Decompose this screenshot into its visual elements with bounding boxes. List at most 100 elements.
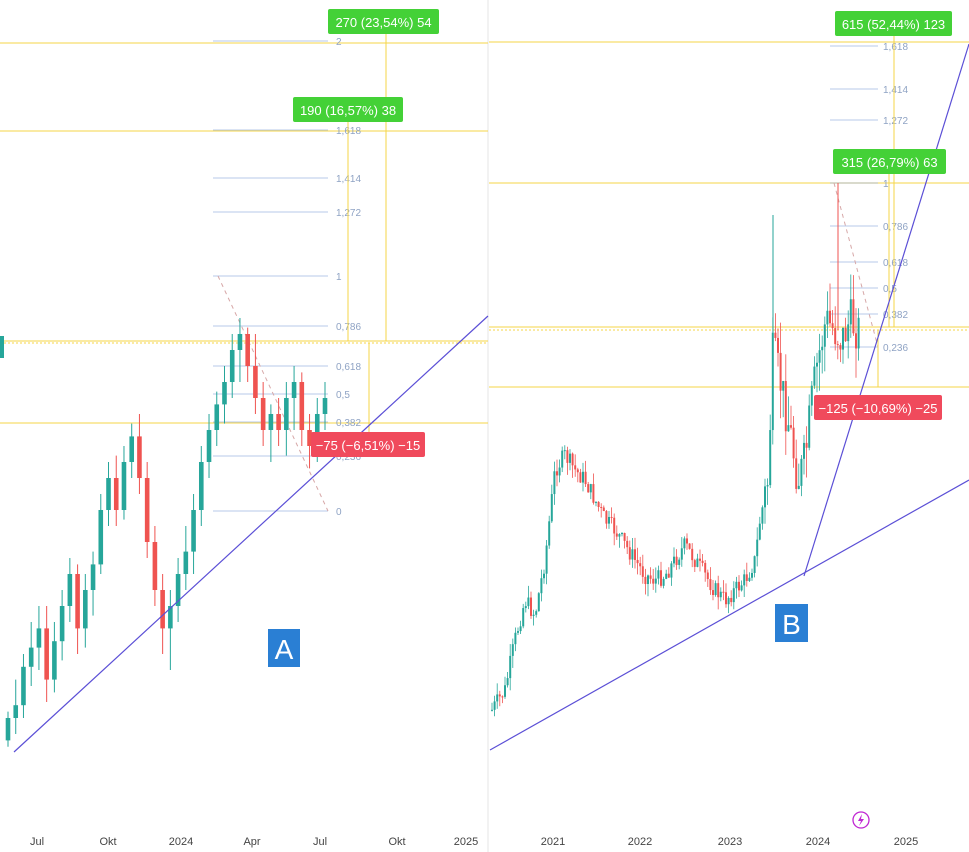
candle-body [579, 472, 582, 483]
candle-body [90, 564, 96, 590]
fib-level-label: 0,382 [883, 310, 908, 321]
x-tick-label: 2024 [806, 836, 830, 848]
lightning-icon[interactable] [852, 811, 870, 829]
candle-body [743, 574, 746, 586]
candle-body [644, 576, 647, 585]
candle-body [725, 592, 727, 605]
candle-body [706, 572, 709, 580]
candle-body [636, 559, 639, 564]
x-tick-label: Jul [30, 836, 44, 848]
candle-body [701, 560, 704, 563]
x-axis-a: Jul Okt 2024 Apr Jul Okt 2025 [30, 836, 478, 848]
candle-body [639, 563, 642, 567]
candle-body [511, 644, 514, 656]
candle-body [790, 425, 792, 428]
candle-body [144, 478, 150, 542]
candle-body [782, 381, 785, 391]
candle-body [753, 556, 756, 573]
candle-body [623, 532, 626, 541]
candle-body [137, 436, 142, 478]
candle-body [152, 542, 158, 590]
candle-body [314, 414, 320, 446]
chart-panel-b[interactable]: 1,6181,4141,27210,7860,6180,50,3820,236 … [489, 11, 969, 848]
x-tick-label: Okt [388, 836, 405, 848]
fib-level-label: 0,786 [883, 222, 908, 233]
candle-body [665, 573, 668, 579]
measure-label-text: −75 (−6,51%) −15 [316, 438, 420, 453]
candle-body [75, 574, 80, 629]
candle-body [106, 478, 111, 510]
candle-body [667, 573, 670, 578]
candle-body [683, 538, 686, 549]
candle-body [613, 517, 616, 534]
candle-body [615, 533, 618, 537]
measure-label-text: 270 (23,54%) 54 [335, 15, 431, 30]
candle-body [582, 471, 584, 483]
candle-body [548, 521, 551, 546]
candle-body [553, 471, 556, 495]
candle-body [260, 398, 266, 430]
measure-label-text: 615 (52,44%) 123 [842, 17, 945, 32]
x-axis-b: 2021 2022 2023 2024 2025 [541, 836, 918, 848]
fib-level-label: 1,618 [883, 42, 908, 53]
candle-body [524, 606, 527, 609]
candle-body [602, 507, 605, 512]
x-tick-label: 2025 [454, 836, 478, 848]
candle-body [831, 323, 834, 329]
candle-body [574, 465, 577, 470]
candle-body [59, 606, 65, 642]
fib-level-label: 1 [336, 272, 342, 283]
candle-body [808, 405, 811, 448]
trendline-a[interactable] [13, 315, 489, 753]
chart-panel-a[interactable]: 2 1,618 1,414 1,272 1 0,786 0,618 0,5 0,382 0,236… [0, 9, 489, 848]
candle-body [823, 324, 826, 347]
candle-body [610, 516, 613, 518]
candle-body [821, 346, 824, 351]
candle-body [818, 350, 821, 363]
candle-body [522, 608, 525, 627]
candle-body [5, 718, 11, 741]
trendline-b-lower[interactable] [489, 479, 969, 751]
candle-body [693, 560, 696, 567]
x-tick-label: Apr [243, 836, 260, 848]
candle-body [839, 345, 842, 350]
candle-body [680, 548, 683, 560]
candle-body [253, 366, 258, 398]
measure-lines-a [347, 34, 387, 432]
candle-body [214, 404, 220, 430]
x-tick-label: 2023 [718, 836, 742, 848]
candle-body [67, 574, 73, 606]
candle-body [844, 327, 847, 342]
candle-body [764, 486, 766, 508]
candle-body [605, 511, 608, 524]
fib-level-label: 0,236 [336, 452, 361, 463]
candle-body [810, 385, 813, 406]
candle-body [175, 574, 181, 606]
candle-body [569, 453, 571, 463]
candle-body [748, 577, 751, 581]
fib-level-label: 1 [883, 179, 889, 190]
candle-body [784, 381, 787, 432]
candle-body [675, 556, 678, 565]
trendline-b-steep[interactable] [803, 43, 969, 577]
measure-label-text: 315 (26,79%) 63 [841, 155, 937, 170]
candle-body [849, 299, 852, 325]
candle-body [829, 310, 831, 324]
candle-body [618, 534, 621, 537]
candle-body [21, 666, 26, 706]
measure-label-a-2: 190 (16,57%) 38 [293, 97, 403, 122]
x-tick-label: 2024 [169, 836, 193, 848]
candle-body [527, 597, 530, 607]
candle-body [803, 442, 805, 459]
candle-body [722, 591, 725, 593]
fibonacci-retracement-b[interactable]: 1,618 1,414 1,272 1 0,786 0,618 0,5 0,382 0,236 [830, 42, 908, 354]
candle-body [535, 611, 538, 615]
candle-body [626, 540, 629, 548]
fib-level-label: 0,236 [883, 343, 908, 354]
candle-body [532, 614, 535, 616]
candle-body [307, 430, 312, 446]
fib-level-label: 1,272 [883, 116, 908, 127]
candle-body [537, 593, 540, 612]
candle-body [291, 382, 297, 398]
candle-body [299, 382, 305, 430]
